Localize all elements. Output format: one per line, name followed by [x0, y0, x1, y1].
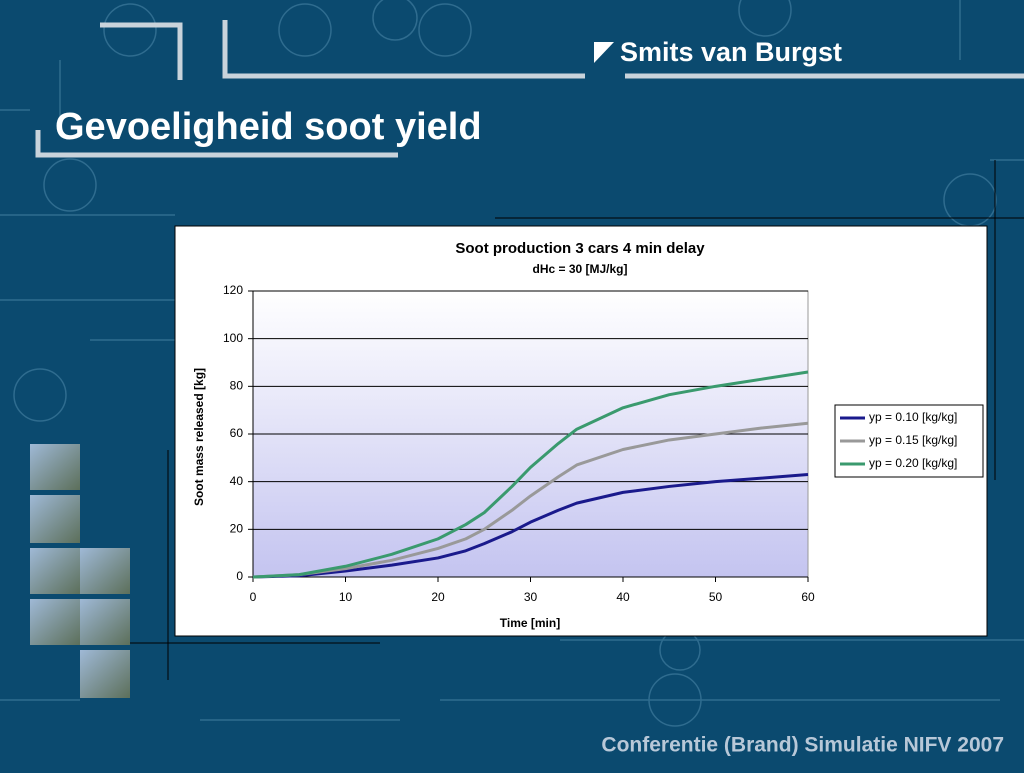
y-tick-label: 80 — [230, 379, 244, 393]
series-line — [252, 370, 809, 579]
photo — [30, 599, 80, 645]
y-tick-label: 40 — [230, 474, 244, 488]
x-tick-label: 50 — [709, 590, 723, 604]
photo — [80, 548, 130, 594]
x-tick-label: 40 — [616, 590, 630, 604]
y-tick-label: 100 — [223, 331, 243, 345]
legend-label: yp = 0.20 [kg/kg] — [869, 456, 957, 470]
x-tick-label: 0 — [250, 590, 257, 604]
slide-title: Gevoeligheid soot yield — [55, 106, 482, 148]
x-tick-label: 10 — [339, 590, 353, 604]
photo — [30, 495, 80, 543]
photo — [80, 599, 130, 645]
y-tick-label: 0 — [236, 569, 243, 583]
y-tick-label: 120 — [223, 283, 243, 297]
x-tick-label: 30 — [524, 590, 538, 604]
logo-mark — [594, 42, 614, 63]
x-axis-label: Time [min] — [500, 616, 560, 630]
bracket — [100, 22, 183, 80]
bracket — [222, 20, 585, 79]
photo — [80, 650, 130, 698]
chart-title: Soot production 3 cars 4 min delay — [455, 240, 705, 257]
legend-label: yp = 0.15 [kg/kg] — [869, 433, 957, 447]
footer: Conferentie (Brand) Simulatie NIFV 2007 — [601, 734, 1004, 757]
logo: Smits van Burgst — [620, 37, 842, 67]
photo — [30, 444, 80, 490]
x-tick-label: 60 — [801, 590, 815, 604]
photo — [30, 548, 80, 594]
frame-lines — [35, 20, 1024, 158]
crosshair-lines — [120, 160, 1024, 680]
photos — [30, 444, 130, 698]
y-axis-label: Soot mass released [kg] — [192, 368, 206, 506]
blueprint-decoration — [0, 0, 1024, 727]
bracket — [35, 130, 398, 158]
y-tick-label: 20 — [230, 522, 244, 536]
series-line — [252, 473, 809, 579]
chart-subtitle: dHc = 30 [MJ/kg] — [532, 262, 627, 276]
series-line — [252, 421, 809, 579]
x-tick-label: 20 — [431, 590, 445, 604]
y-tick-label: 60 — [230, 426, 244, 440]
legend-label: yp = 0.10 [kg/kg] — [869, 410, 957, 424]
